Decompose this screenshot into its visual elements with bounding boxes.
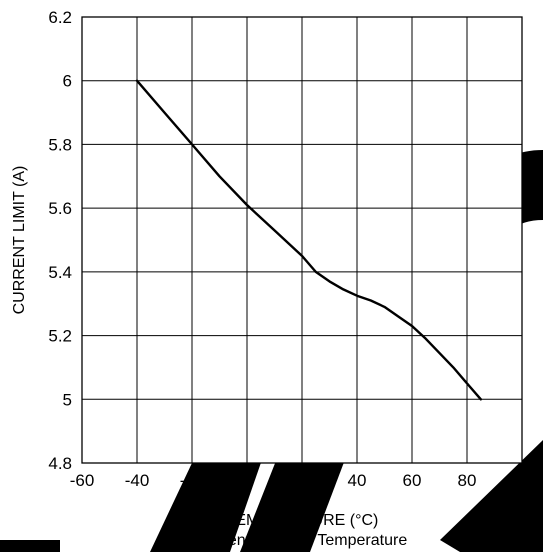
y-tick-label: 5.2 <box>48 327 72 346</box>
x-tick-label: 20 <box>293 471 312 490</box>
y-tick-label: 4.8 <box>48 454 72 473</box>
watermark-mark-t <box>0 540 60 552</box>
y-tick-label: 6 <box>63 72 72 91</box>
x-axis-label: TEMPERATURE (°C) <box>226 512 379 529</box>
x-tick-label: -60 <box>70 471 95 490</box>
x-tick-label: 40 <box>348 471 367 490</box>
axes: -60 -40 -20 0 20 40 60 80 100 4.8 5 5.2 5.4 5.6 5.8 6 6.… <box>48 8 536 490</box>
y-tick-label: 6.2 <box>48 8 72 27</box>
x-tick-label: 60 <box>403 471 422 490</box>
labels: TEMPERATURE (°C) CURRENT LIMIT (A) Curre… <box>11 166 407 549</box>
y-tick-label: 5.6 <box>48 199 72 218</box>
y-axis-label: CURRENT LIMIT (A) <box>11 166 28 315</box>
series <box>135 79 482 401</box>
watermark-mark-n <box>440 440 543 552</box>
y-tick-label: 5.8 <box>48 135 72 154</box>
y-tick-label: 5.4 <box>48 263 72 282</box>
grid <box>81 16 523 464</box>
y-tick-label: 5 <box>63 390 72 409</box>
x-tick-label: -20 <box>180 471 205 490</box>
x-tick-label: 100 <box>508 471 536 490</box>
x-tick-label: 0 <box>242 471 251 490</box>
series-line <box>135 79 482 401</box>
chart-caption: Current Limit vs. Temperature <box>197 532 408 549</box>
x-tick-label: 80 <box>458 471 477 490</box>
x-tick-label: -40 <box>125 471 150 490</box>
